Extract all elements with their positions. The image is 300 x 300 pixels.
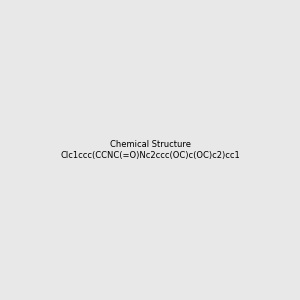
Text: Chemical Structure
Clc1ccc(CCNC(=O)Nc2ccc(OC)c(OC)c2)cc1: Chemical Structure Clc1ccc(CCNC(=O)Nc2cc… [60, 140, 240, 160]
